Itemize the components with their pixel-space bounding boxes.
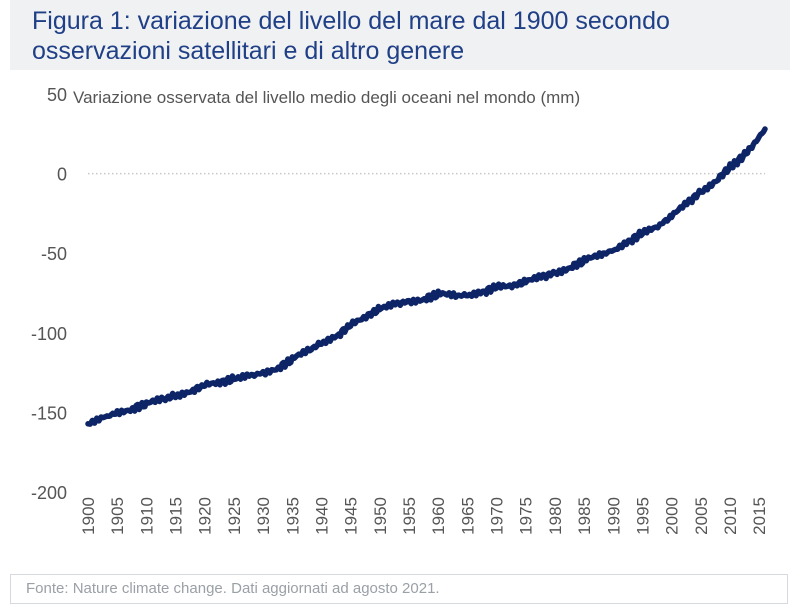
x-tick-label: 1995 bbox=[633, 497, 652, 535]
x-tick-label: 1940 bbox=[312, 497, 331, 535]
x-tick-label: 1955 bbox=[400, 497, 419, 535]
y-tick-label: -200 bbox=[31, 483, 67, 503]
x-tick-label: 1950 bbox=[371, 497, 390, 535]
source-footer: Fonte: Nature climate change. Dati aggio… bbox=[10, 574, 788, 604]
y-tick-label: -50 bbox=[41, 244, 67, 264]
series-line bbox=[85, 126, 768, 427]
y-tick-label: -100 bbox=[31, 324, 67, 344]
series-layer bbox=[85, 126, 768, 427]
x-tick-label: 1980 bbox=[546, 497, 565, 535]
sea-level-chart: Variazione osservata del livello medio d… bbox=[31, 85, 769, 535]
x-tick-label: 1905 bbox=[108, 497, 127, 535]
x-axis: 1900 1905 1910 1915 1920 1925 1930 1935 1940 1945… bbox=[79, 497, 769, 535]
x-tick-label: 1970 bbox=[488, 497, 507, 535]
source-note: Fonte: Nature climate change. Dati aggio… bbox=[26, 580, 440, 597]
x-tick-label: 1975 bbox=[517, 497, 536, 535]
x-tick-label: 2005 bbox=[692, 497, 711, 535]
x-tick-label: 1990 bbox=[604, 497, 623, 535]
x-tick-label: 1985 bbox=[575, 497, 594, 535]
y-axis-label: Variazione osservata del livello medio d… bbox=[73, 88, 580, 107]
x-tick-label: 2000 bbox=[663, 497, 682, 535]
y-axis: 50 0 -50 -100 -150 -200 bbox=[31, 85, 765, 503]
x-tick-label: 1935 bbox=[283, 497, 302, 535]
x-tick-label: 1930 bbox=[254, 497, 273, 535]
y-tick-label: -150 bbox=[31, 403, 67, 423]
x-tick-label: 1965 bbox=[458, 497, 477, 535]
x-tick-label: 2015 bbox=[750, 497, 769, 535]
x-tick-label: 1960 bbox=[429, 497, 448, 535]
chart-title-line-1: Figura 1: variazione del livello del mar… bbox=[32, 7, 670, 35]
x-tick-label: 1925 bbox=[225, 497, 244, 535]
y-tick-label: 0 bbox=[57, 165, 67, 185]
chart-title-line-2: osservazioni satellitari e di altro gene… bbox=[32, 37, 465, 65]
x-tick-label: 1910 bbox=[137, 497, 156, 535]
x-tick-label: 2010 bbox=[721, 497, 740, 535]
x-tick-label: 1945 bbox=[342, 497, 361, 535]
x-tick-label: 1915 bbox=[167, 497, 186, 535]
y-tick-label: 50 bbox=[47, 85, 67, 105]
x-tick-label: 1920 bbox=[196, 497, 215, 535]
x-tick-label: 1900 bbox=[79, 497, 98, 535]
title-box: Figura 1: variazione del livello del mar… bbox=[10, 0, 790, 70]
